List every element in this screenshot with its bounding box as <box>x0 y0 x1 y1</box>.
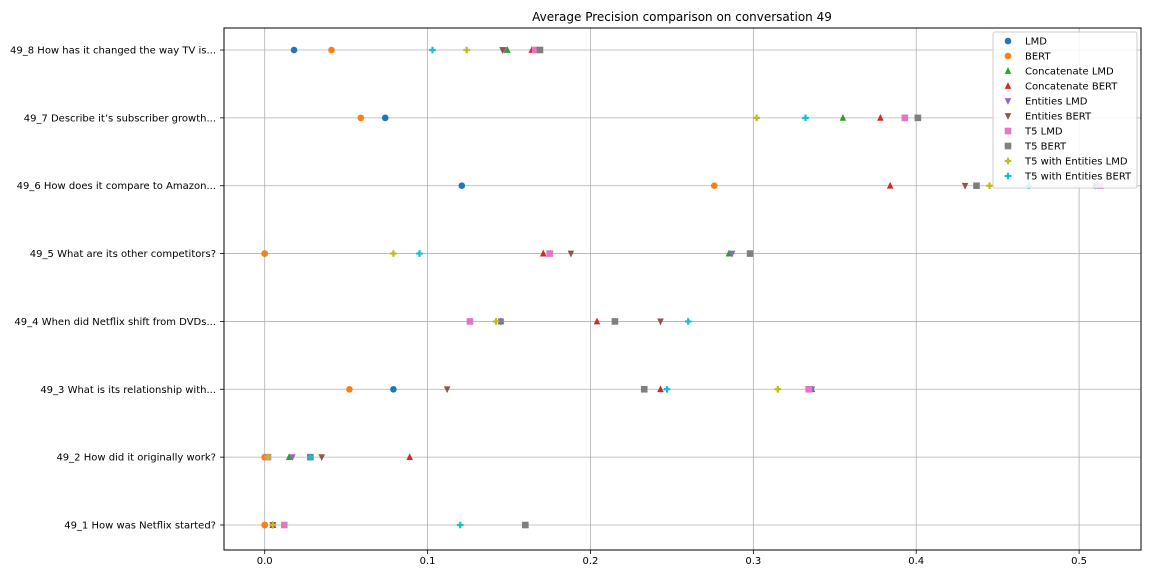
point-concatenate-bert <box>406 453 413 461</box>
point-t5-lmd <box>466 318 474 325</box>
point-t5-with-entities-bert <box>684 318 692 325</box>
y-axis: 49_1 How was Netflix started? 49_2 How di… <box>10 46 224 532</box>
x-tick-label: 0.0 <box>257 556 273 567</box>
point-lmd <box>390 385 397 393</box>
legend-label: T5 BERT <box>1024 142 1067 153</box>
y-tick-label: 49_5 What are its other competitors? <box>30 249 216 260</box>
x-tick-label: 0.1 <box>420 556 436 567</box>
point-entities-lmd <box>289 454 296 462</box>
point-t5-bert <box>914 114 922 122</box>
point-entities-lmd <box>728 250 736 258</box>
point-concatenate-bert <box>539 249 547 257</box>
point-t5-with-entities-bert <box>429 46 436 54</box>
legend-label: BERT <box>1025 52 1051 63</box>
legend-label: Concatenate BERT <box>1025 82 1118 93</box>
point-t5-with-entities-lmd <box>753 114 760 122</box>
legend-marker-t5-bert <box>1004 142 1012 150</box>
point-concatenate-lmd <box>285 453 293 461</box>
legend-marker-bert <box>1004 52 1012 60</box>
point-bert <box>346 385 353 393</box>
point-lmd <box>381 114 389 122</box>
legend-marker-concatenate-lmd <box>1004 67 1012 74</box>
point-concatenate-bert <box>593 317 601 325</box>
point-t5-bert <box>536 46 544 54</box>
legend-label: Entities LMD <box>1025 97 1088 108</box>
point-lmd <box>458 182 466 190</box>
legend-label: Concatenate LMD <box>1025 67 1114 78</box>
legend-box <box>992 31 1138 189</box>
point-t5-with-entities-lmd <box>986 182 993 190</box>
point-t5-with-entities-bert <box>416 250 423 257</box>
point-t5-with-entities-lmd <box>269 521 277 529</box>
point-t5-with-entities-lmd <box>390 250 397 257</box>
x-tick-label: 0.3 <box>745 556 761 567</box>
point-entities-bert <box>657 318 664 326</box>
legend-marker-entities-bert <box>1004 113 1012 120</box>
point-concatenate-bert <box>877 113 884 121</box>
y-tick-label: 49_8 How has it changed the way TV is... <box>10 46 216 57</box>
point-t5-with-entities-lmd <box>264 453 272 461</box>
point-t5-lmd <box>805 385 813 393</box>
point-concatenate-bert <box>886 181 894 189</box>
point-bert <box>328 46 335 54</box>
y-tick-label: 49_6 How does it compare to Amazon... <box>17 181 216 192</box>
point-entities-bert <box>318 454 326 462</box>
point-entities-bert <box>961 182 969 190</box>
point-bert <box>357 114 365 122</box>
x-axis: 0.0 0.1 0.2 0.3 0.4 0.5 <box>257 550 1087 567</box>
point-concatenate-lmd <box>725 249 733 257</box>
legend-marker-entities-lmd <box>1004 98 1012 105</box>
legend-label: T5 with Entities BERT <box>1024 172 1132 183</box>
point-entities-bert <box>499 47 506 54</box>
x-tick-label: 0.2 <box>583 556 599 567</box>
point-t5-bert <box>611 318 619 325</box>
y-tick-label: 49_1 How was Netflix started? <box>64 521 216 532</box>
legend-label: T5 LMD <box>1024 127 1063 138</box>
point-t5-with-entities-bert <box>307 453 314 461</box>
point-concatenate-bert <box>657 385 664 393</box>
legend-label: Entities BERT <box>1025 112 1092 123</box>
legend: LMD BERT Concatenate LMD Concatenate BERT En… <box>992 31 1138 189</box>
point-t5-lmd <box>901 114 909 122</box>
data-points <box>261 46 1104 529</box>
point-t5-with-entities-bert <box>802 114 809 122</box>
point-t5-lmd <box>280 521 288 529</box>
point-t5-bert <box>640 385 648 393</box>
y-tick-label: 49_2 How did it originally work? <box>56 453 216 464</box>
point-concatenate-lmd <box>504 46 511 53</box>
x-tick-label: 0.4 <box>908 556 924 567</box>
legend-marker-t5-lmd <box>1004 127 1012 135</box>
point-entities-lmd <box>497 318 505 326</box>
y-tick-label: 49_4 When did Netflix shift from DVDs... <box>14 317 216 328</box>
point-t5-lmd <box>546 250 554 257</box>
legend-marker-concatenate-bert <box>1004 82 1012 89</box>
point-t5-with-entities-lmd <box>774 385 782 393</box>
point-bert <box>710 182 718 190</box>
chart-title: Average Precision comparison on conversa… <box>532 10 832 24</box>
point-t5-with-entities-lmd <box>463 46 470 54</box>
point-t5-lmd <box>531 46 539 54</box>
legend-marker-t5-with-entities-bert <box>1004 172 1012 180</box>
point-lmd <box>290 46 298 54</box>
point-t5-bert <box>746 250 754 257</box>
y-tick-label: 49_3 What is its relationship with... <box>40 385 216 396</box>
plot-frame <box>223 27 1142 551</box>
point-t5-with-entities-bert <box>663 385 671 393</box>
legend-marker-t5-with-entities-lmd <box>1004 157 1012 165</box>
point-bert <box>261 521 269 529</box>
point-entities-bert <box>443 386 451 394</box>
point-t5-bert <box>973 182 980 190</box>
point-t5-with-entities-bert <box>456 521 464 529</box>
point-t5-bert <box>522 521 529 529</box>
point-bert <box>261 250 269 257</box>
legend-marker-lmd <box>1004 37 1012 45</box>
x-tick-label: 0.5 <box>1071 556 1087 567</box>
y-tick-label: 49_7 Describe it’s subscriber growth... <box>24 113 216 124</box>
point-concatenate-lmd <box>839 113 847 121</box>
legend-label: LMD <box>1025 37 1047 48</box>
point-entities-bert <box>567 250 575 258</box>
legend-label: T5 with Entities LMD <box>1024 157 1128 168</box>
point-t5-with-entities-lmd <box>492 318 500 325</box>
